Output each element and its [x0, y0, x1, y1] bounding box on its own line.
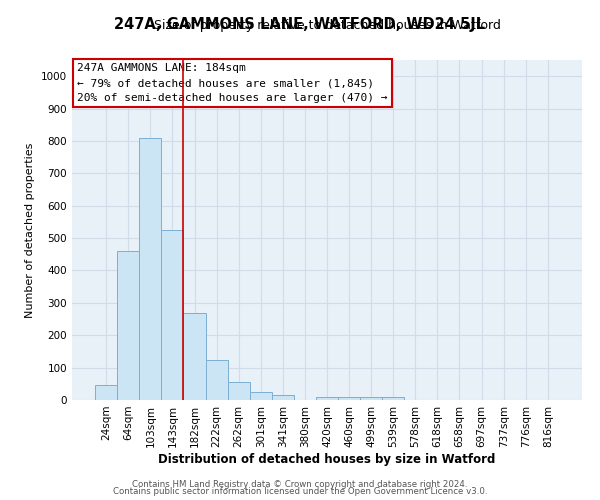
Text: 247A GAMMONS LANE: 184sqm
← 79% of detached houses are smaller (1,845)
20% of se: 247A GAMMONS LANE: 184sqm ← 79% of detac…	[77, 64, 388, 103]
Bar	[206, 360, 227, 400]
Bar	[95, 386, 117, 400]
Bar	[360, 398, 382, 400]
Bar	[227, 382, 250, 400]
Text: Contains HM Land Registry data © Crown copyright and database right 2024.: Contains HM Land Registry data © Crown c…	[132, 480, 468, 489]
Bar	[272, 395, 294, 400]
Bar	[316, 398, 338, 400]
Bar	[161, 230, 184, 400]
Bar	[250, 392, 272, 400]
Bar	[117, 251, 139, 400]
Bar	[382, 398, 404, 400]
X-axis label: Distribution of detached houses by size in Watford: Distribution of detached houses by size …	[158, 452, 496, 466]
Bar	[139, 138, 161, 400]
Text: Contains public sector information licensed under the Open Government Licence v3: Contains public sector information licen…	[113, 487, 487, 496]
Title: Size of property relative to detached houses in Watford: Size of property relative to detached ho…	[154, 20, 500, 32]
Text: 247A, GAMMONS LANE, WATFORD, WD24 5JL: 247A, GAMMONS LANE, WATFORD, WD24 5JL	[115, 18, 485, 32]
Bar	[338, 398, 360, 400]
Y-axis label: Number of detached properties: Number of detached properties	[25, 142, 35, 318]
Bar	[184, 312, 206, 400]
